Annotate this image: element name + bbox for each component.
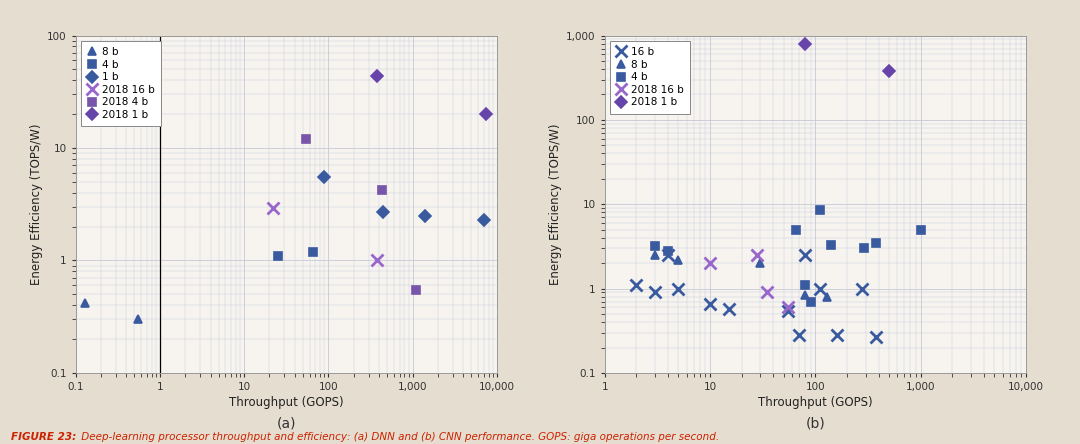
8 b <box>754 261 767 266</box>
2018 4 b <box>300 136 313 142</box>
8 b <box>79 300 92 305</box>
Line: 2018 1 b: 2018 1 b <box>373 71 490 118</box>
2018 16 b <box>751 252 764 258</box>
Line: 16 b: 16 b <box>631 250 882 342</box>
Legend: 16 b, 8 b, 4 b, 2018 16 b, 2018 1 b: 16 b, 8 b, 4 b, 2018 16 b, 2018 1 b <box>610 41 690 114</box>
4 b <box>813 207 826 213</box>
X-axis label: Throughput (GOPS): Throughput (GOPS) <box>229 396 343 409</box>
Line: 4 b: 4 b <box>273 247 316 260</box>
4 b <box>306 249 319 254</box>
8 b <box>132 317 145 322</box>
2018 16 b <box>761 290 774 295</box>
4 b <box>789 227 802 232</box>
Line: 2018 16 b: 2018 16 b <box>268 203 382 266</box>
2018 16 b <box>370 258 383 263</box>
16 b <box>782 308 795 313</box>
Line: 4 b: 4 b <box>651 206 924 306</box>
Text: (b): (b) <box>806 417 825 431</box>
16 b <box>856 286 869 291</box>
8 b <box>799 292 812 297</box>
2018 1 b <box>370 73 383 78</box>
16 b <box>831 333 843 338</box>
1 b <box>418 213 431 218</box>
4 b <box>805 299 818 304</box>
8 b <box>649 252 662 258</box>
8 b <box>821 294 834 299</box>
2018 16 b <box>704 261 717 266</box>
Line: 1 b: 1 b <box>321 173 488 224</box>
Text: FIGURE 23:: FIGURE 23: <box>11 432 76 442</box>
2018 4 b <box>409 287 422 292</box>
8 b <box>672 257 685 262</box>
4 b <box>824 242 837 247</box>
4 b <box>870 240 883 246</box>
Y-axis label: Energy Efficiency (TOPS/W): Energy Efficiency (TOPS/W) <box>30 123 43 285</box>
16 b <box>649 290 662 295</box>
2018 16 b <box>782 305 795 310</box>
16 b <box>630 282 643 288</box>
2018 1 b <box>799 41 812 46</box>
16 b <box>704 302 717 307</box>
2018 1 b <box>882 68 895 74</box>
4 b <box>662 248 675 254</box>
16 b <box>723 306 735 311</box>
16 b <box>813 286 826 291</box>
Line: 2018 16 b: 2018 16 b <box>704 250 794 313</box>
Line: 2018 4 b: 2018 4 b <box>302 135 420 294</box>
Y-axis label: Energy Efficiency (TOPS/W): Energy Efficiency (TOPS/W) <box>549 123 562 285</box>
Legend: 8 b, 4 b, 1 b, 2018 16 b, 2018 4 b, 2018 1 b: 8 b, 4 b, 1 b, 2018 16 b, 2018 4 b, 2018… <box>81 41 161 126</box>
Line: 8 b: 8 b <box>81 299 143 324</box>
1 b <box>318 174 330 180</box>
16 b <box>870 334 883 339</box>
16 b <box>799 252 812 258</box>
Text: (a): (a) <box>276 417 296 431</box>
16 b <box>672 286 685 291</box>
2018 1 b <box>480 111 492 117</box>
Line: 2018 1 b: 2018 1 b <box>801 40 893 75</box>
16 b <box>662 252 675 258</box>
4 b <box>649 243 662 249</box>
4 b <box>271 253 284 258</box>
4 b <box>858 246 870 251</box>
1 b <box>377 209 390 214</box>
X-axis label: Throughput (GOPS): Throughput (GOPS) <box>758 396 873 409</box>
16 b <box>793 333 806 338</box>
4 b <box>799 282 812 288</box>
2018 16 b <box>267 206 280 211</box>
1 b <box>477 217 490 222</box>
2018 4 b <box>375 188 388 193</box>
Line: 8 b: 8 b <box>651 251 832 301</box>
4 b <box>914 227 927 232</box>
Text: Deep-learning processor throughput and efficiency: (a) DNN and (b) CNN performan: Deep-learning processor throughput and e… <box>78 432 719 442</box>
